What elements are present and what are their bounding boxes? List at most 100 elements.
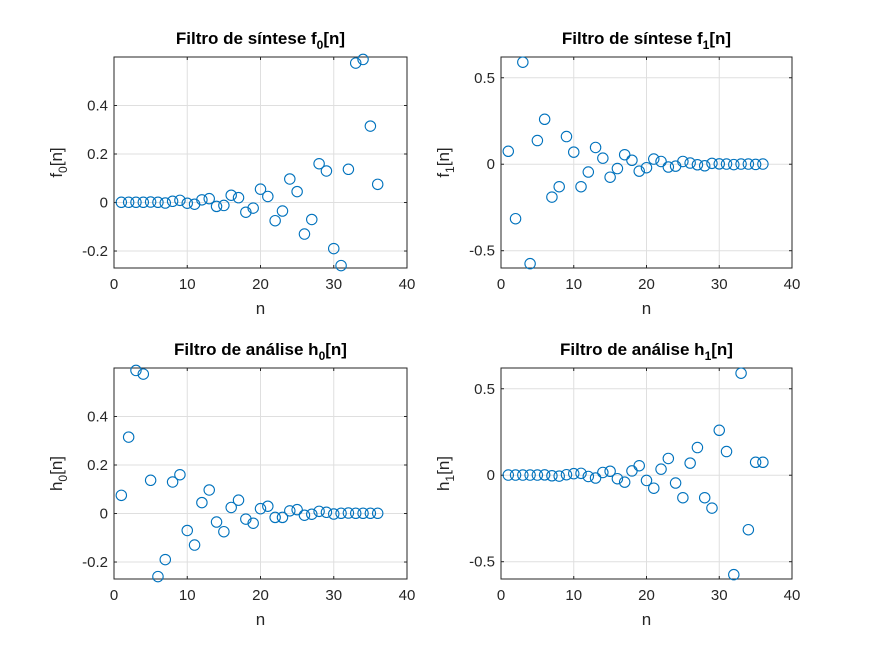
data-point: [152, 570, 164, 583]
data-point: [364, 120, 377, 132]
data-point: [188, 539, 201, 551]
ylabel-subscript: 1: [443, 475, 457, 482]
x-tick-label: 40: [784, 276, 801, 293]
data-point: [611, 162, 624, 175]
title-tail: [n]: [325, 340, 347, 359]
data-point: [567, 146, 580, 158]
data-point: [210, 200, 223, 213]
data-point: [144, 474, 157, 487]
data-point: [335, 507, 347, 520]
data-point: [159, 197, 172, 209]
data-point: [225, 189, 237, 201]
title-tail: [n]: [709, 29, 731, 48]
data-point: [684, 457, 696, 469]
y-tick-label: -0.5: [469, 243, 495, 260]
data-point: [633, 165, 645, 177]
data-point: [575, 180, 587, 193]
data-point: [122, 196, 135, 209]
data-point: [342, 163, 355, 176]
data-point: [757, 456, 769, 469]
x-tick-label: 30: [711, 587, 728, 604]
data-point: [196, 194, 208, 206]
y-axis-label: f0[n]: [47, 147, 70, 177]
data-point: [531, 134, 544, 147]
title-main: Filtro de análise h: [174, 340, 319, 359]
data-point: [684, 157, 696, 169]
data-point: [735, 367, 747, 379]
data-point: [174, 468, 186, 481]
data-point: [174, 194, 186, 207]
title-subscript: 1: [705, 349, 712, 363]
x-tick-label: 30: [711, 276, 728, 293]
x-axis-label: n: [642, 299, 651, 318]
data-point: [262, 190, 274, 203]
data-point: [655, 155, 667, 168]
data-point: [538, 469, 551, 481]
title-main: Filtro de síntese f: [176, 29, 317, 48]
data-point: [640, 474, 653, 487]
data-point: [327, 242, 340, 255]
data-point: [597, 152, 609, 164]
data-point: [137, 368, 150, 380]
data-point: [320, 506, 333, 519]
ylabel-tail: [n]: [47, 147, 66, 166]
title-subscript: 0: [317, 38, 324, 52]
data-point: [648, 153, 660, 165]
data-point: [669, 160, 682, 172]
data-point: [567, 467, 580, 480]
data-point: [728, 158, 740, 171]
data-point: [677, 491, 689, 504]
x-tick-label: 30: [325, 276, 342, 293]
x-tick-label: 20: [638, 276, 655, 293]
data-point: [677, 155, 689, 168]
data-point: [713, 424, 725, 437]
data-point: [698, 160, 711, 172]
data-point: [633, 459, 645, 472]
data-point: [749, 456, 762, 469]
x-tick-label: 0: [497, 587, 505, 604]
data-point: [159, 553, 172, 566]
subplot-title: Filtro de análise h1[n]: [560, 340, 733, 363]
x-tick-label: 10: [565, 276, 582, 293]
data-point: [589, 472, 602, 484]
data-point: [122, 431, 135, 443]
ylabel-main: f: [434, 173, 453, 178]
data-point: [298, 228, 311, 240]
data-point: [371, 178, 384, 191]
data-point: [691, 158, 704, 171]
data-point: [130, 196, 142, 209]
data-point: [291, 503, 303, 516]
data-point: [342, 507, 355, 519]
ylabel-main: f: [47, 173, 66, 178]
title-main: Filtro de análise h: [560, 340, 705, 359]
data-point: [509, 469, 522, 481]
x-axis-label: n: [642, 610, 651, 629]
x-tick-label: 20: [252, 276, 269, 293]
data-point: [254, 502, 267, 515]
x-tick-label: 40: [399, 276, 416, 293]
data-point: [757, 158, 769, 170]
data-point: [626, 154, 638, 167]
data-point: [553, 470, 565, 482]
data-point: [611, 472, 624, 485]
data-point: [306, 213, 318, 226]
y-tick-label: 0: [100, 506, 108, 523]
data-point: [254, 183, 267, 195]
data-point: [538, 113, 551, 126]
data-point: [144, 196, 157, 208]
x-tick-label: 10: [179, 587, 196, 604]
data-point: [313, 505, 325, 518]
data-point: [115, 489, 128, 502]
y-axis-label: h1[n]: [434, 456, 457, 491]
data-point: [604, 171, 616, 183]
data-point: [364, 507, 377, 520]
ylabel-tail: [n]: [47, 456, 66, 475]
subplot-title: Filtro de síntese f0[n]: [176, 29, 345, 52]
y-tick-label: 0: [487, 156, 495, 173]
data-point: [371, 507, 384, 520]
data-point: [648, 482, 660, 494]
data-point: [181, 197, 194, 209]
data-point: [662, 452, 675, 465]
ylabel-tail: [n]: [434, 456, 453, 475]
